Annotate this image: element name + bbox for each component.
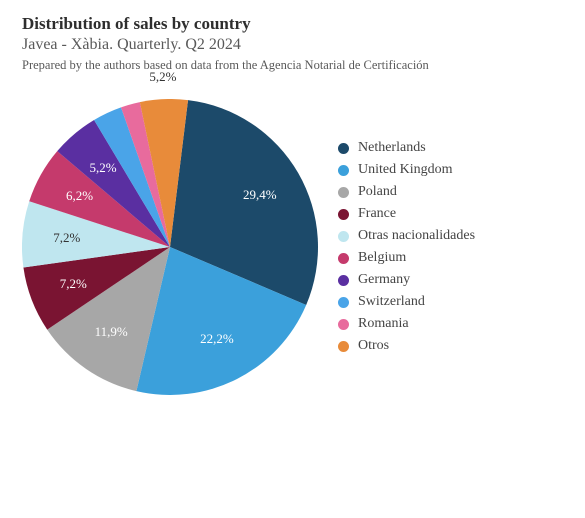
legend-label: Germany	[358, 272, 410, 288]
legend-item: Otros	[338, 338, 475, 354]
legend-label: Otros	[358, 338, 389, 354]
legend-label: Belgium	[358, 250, 406, 266]
legend-swatch	[338, 231, 349, 242]
legend-item: Netherlands	[338, 140, 475, 156]
legend-swatch	[338, 209, 349, 220]
legend-item: France	[338, 206, 475, 222]
chart-title: Distribution of sales by country	[22, 14, 569, 34]
chart-subtitle: Javea - Xàbia. Quarterly. Q2 2024	[22, 36, 569, 54]
legend-swatch	[338, 165, 349, 176]
legend-swatch	[338, 275, 349, 286]
legend-swatch	[338, 341, 349, 352]
legend-item: Belgium	[338, 250, 475, 266]
pie-svg	[22, 99, 318, 395]
legend-swatch	[338, 297, 349, 308]
legend-item: Otras nacionalidades	[338, 228, 475, 244]
legend-label: United Kingdom	[358, 162, 453, 178]
legend-label: Poland	[358, 184, 397, 200]
legend-label: France	[358, 206, 396, 222]
legend-item: Germany	[338, 272, 475, 288]
legend-label: Netherlands	[358, 140, 426, 156]
legend-swatch	[338, 143, 349, 154]
legend-swatch	[338, 319, 349, 330]
legend-swatch	[338, 187, 349, 198]
legend: Netherlands United Kingdom Poland France Otr…	[338, 137, 475, 357]
legend-item: Romania	[338, 316, 475, 332]
legend-item: Switzerland	[338, 294, 475, 310]
chart-caption: Prepared by the authors based on data fr…	[22, 58, 569, 73]
chart-page: { "header": { "title": "Distribution of …	[0, 0, 585, 518]
legend-label: Switzerland	[358, 294, 425, 310]
legend-label: Romania	[358, 316, 409, 332]
chart-area: 29,4%22,2%11,9%7,2%7,2%6,2%5,2%5,2% Neth…	[22, 99, 569, 395]
legend-item: United Kingdom	[338, 162, 475, 178]
legend-swatch	[338, 253, 349, 264]
legend-item: Poland	[338, 184, 475, 200]
legend-label: Otras nacionalidades	[358, 228, 475, 244]
pie-chart: 29,4%22,2%11,9%7,2%7,2%6,2%5,2%5,2%	[22, 99, 318, 395]
